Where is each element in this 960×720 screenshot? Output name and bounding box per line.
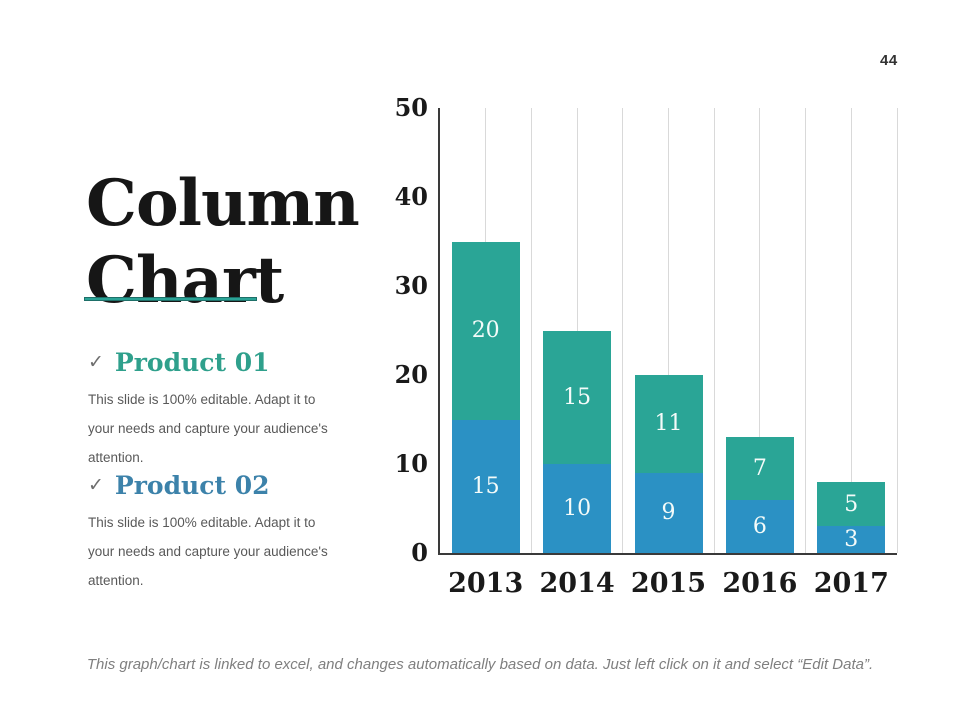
x-tick-label: 2013 — [448, 568, 524, 599]
y-tick-label: 0 — [411, 538, 428, 567]
footer-caption: This graph/chart is linked to excel, and… — [86, 656, 874, 673]
bullet-product-01: ✓ Product 01 — [88, 350, 270, 375]
bar-segment: 10 — [543, 464, 612, 553]
bar-segment: 9 — [634, 472, 703, 553]
slide-title: Column Chart — [86, 165, 406, 319]
gridline — [576, 108, 578, 553]
x-tick-label: 2016 — [722, 568, 798, 599]
x-tick-label: 2015 — [630, 568, 707, 599]
bar-segment: 15 — [543, 330, 612, 464]
title-line-2: Chart — [86, 242, 284, 318]
bar-segment: 20 — [451, 241, 520, 420]
gridline — [850, 108, 852, 553]
bullet-heading-label: Product 01 — [114, 348, 270, 377]
bar-segment: 3 — [817, 526, 886, 553]
data-label: 5 — [844, 491, 859, 517]
gridline — [805, 108, 807, 553]
plot-area: 15 20 10 15 9 11 6 7 3 5 — [438, 108, 898, 555]
bar-segment: 6 — [725, 499, 794, 553]
data-label: 3 — [844, 527, 859, 553]
gridline — [896, 108, 898, 553]
data-label: 11 — [654, 411, 683, 437]
bar-segment: 15 — [451, 419, 520, 553]
data-label: 15 — [471, 473, 500, 499]
bar-segment: 5 — [817, 481, 886, 527]
gridline — [622, 108, 624, 553]
y-tick-label: 10 — [394, 449, 428, 478]
gridline — [668, 108, 669, 553]
data-label: 6 — [752, 513, 767, 539]
bullet-product-02-body: This slide is 100% editable. Adapt it to… — [88, 515, 328, 588]
gridline — [485, 108, 487, 553]
data-label: 15 — [563, 384, 592, 410]
data-label: 9 — [661, 500, 676, 526]
bar-segment: 11 — [634, 375, 703, 473]
x-axis-labels: 2013 2014 2015 2016 2017 — [440, 570, 897, 610]
bar-segment: 7 — [725, 437, 794, 500]
data-label: 10 — [563, 496, 592, 521]
data-label: 7 — [752, 455, 767, 481]
gridline — [713, 108, 715, 553]
check-icon: ✓ — [88, 351, 104, 373]
gridline — [530, 108, 532, 553]
x-tick-label: 2014 — [539, 568, 615, 599]
data-label: 20 — [471, 318, 500, 343]
y-tick-label: 50 — [394, 93, 428, 122]
bullet-product-01-body: This slide is 100% editable. Adapt it to… — [88, 392, 328, 465]
y-tick-label: 20 — [394, 360, 428, 389]
title-underline — [84, 297, 257, 301]
bullet-product-02: ✓ Product 02 — [88, 473, 270, 498]
bullet-heading-label: Product 02 — [114, 471, 270, 500]
page-number: 44 — [880, 52, 898, 69]
check-icon: ✓ — [88, 474, 104, 496]
title-line-1: Column — [86, 165, 360, 241]
x-tick-label: 2017 — [813, 568, 889, 599]
gridline — [759, 108, 761, 553]
